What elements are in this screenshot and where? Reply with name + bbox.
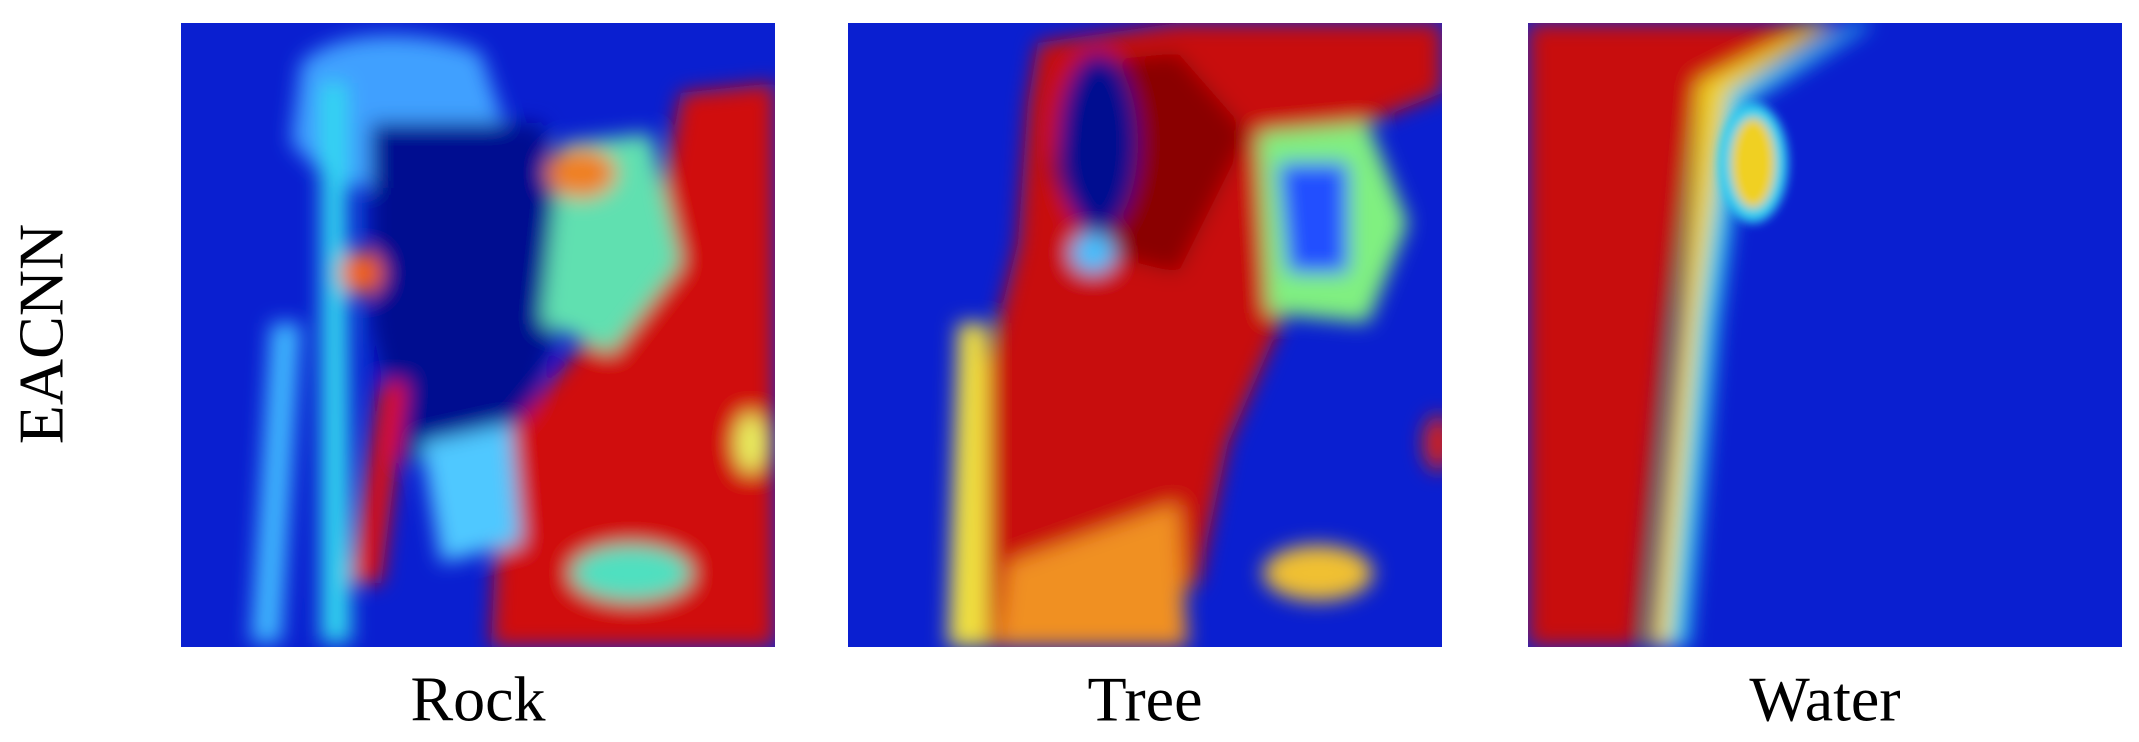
heatmap-water [1528, 23, 2122, 647]
row-label: EACNN [6, 224, 77, 444]
panel-label: Water [1749, 664, 1900, 735]
heatmap-tree [848, 23, 1442, 647]
panel-label: Rock [410, 664, 545, 735]
heatmap-rock [181, 23, 775, 647]
panel-label: Tree [1088, 664, 1203, 735]
